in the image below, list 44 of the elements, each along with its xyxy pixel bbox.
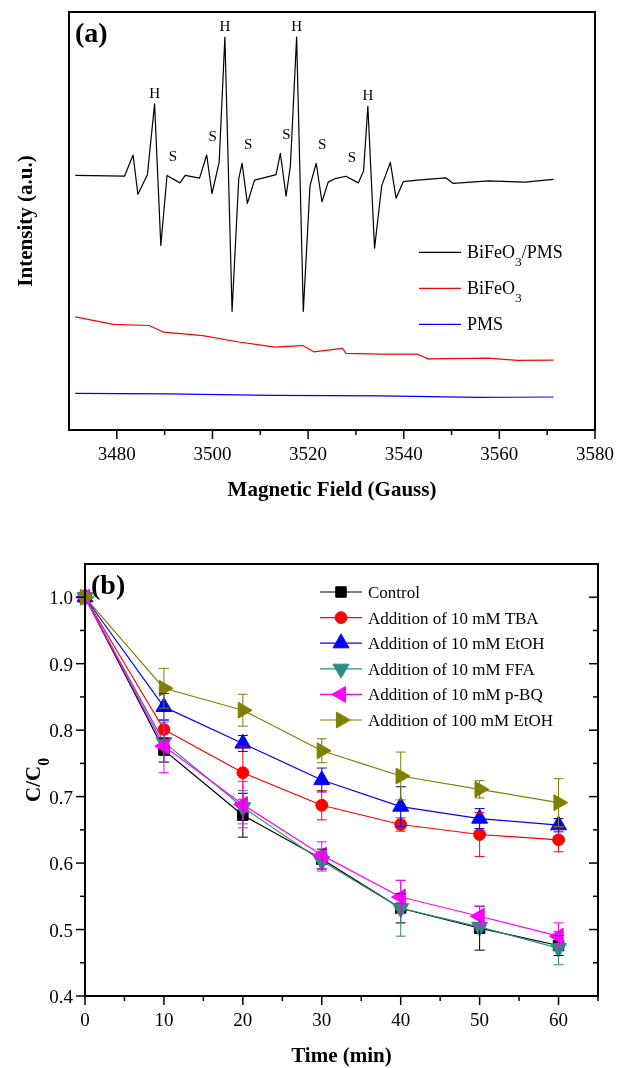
x-tick-label: 10	[154, 1009, 174, 1030]
annotation: S	[168, 148, 178, 165]
x-tick-label: 3500	[193, 443, 232, 464]
x-tick-label: 50	[470, 1009, 490, 1030]
legend-label: Addition of 10 mM EtOH	[368, 634, 545, 654]
legend-label: Addition of 10 mM TBA	[368, 608, 540, 628]
y-tick-label: 0.4	[49, 986, 74, 1007]
legend-label: Control	[368, 583, 421, 602]
annotation: H	[149, 84, 161, 101]
y-tick-label: 0.8	[49, 720, 73, 742]
annotation: S	[243, 136, 253, 153]
y-tick-label: 0.9	[49, 653, 73, 675]
legend-label: PMS	[467, 314, 504, 335]
annotation: H	[362, 87, 374, 104]
x-tick-label: 3540	[384, 443, 423, 464]
y-tick-label: 1.0	[49, 587, 73, 609]
x-tick-label: 3480	[97, 443, 136, 464]
legend-label: Addition of 10 mM p-BQ	[368, 685, 543, 705]
x-tick-label: 40	[391, 1009, 411, 1030]
x-axis-title: Time (min)	[291, 1043, 392, 1067]
x-tick-label: 0	[80, 1009, 90, 1030]
x-axis-title: Magnetic Field (Gauss)	[227, 477, 437, 501]
x-tick-label: 3520	[289, 443, 328, 464]
annotation: (a)	[75, 17, 108, 48]
annotation: H	[219, 18, 231, 35]
x-tick-label: 3580	[576, 443, 614, 464]
annotation: H	[291, 18, 303, 35]
annotation: S	[347, 149, 357, 166]
annotation: (b)	[91, 569, 126, 600]
legend-label: BiFeO$_{3}$	[467, 278, 523, 305]
legend-label: Addition of 10 mM FFA	[368, 659, 536, 679]
legend-label: BiFeO$_{3}$/PMS	[467, 242, 563, 269]
x-tick-label: 30	[312, 1009, 332, 1030]
y-axis-title: Intensity (a.u.)	[13, 155, 37, 287]
x-tick-label: 3560	[480, 443, 519, 464]
x-tick-label: 20	[233, 1009, 253, 1030]
annotation: S	[282, 126, 291, 143]
y-tick-label: 0.6	[49, 853, 73, 875]
y-tick-label: 0.5	[49, 919, 73, 941]
x-tick-label: 60	[549, 1009, 569, 1030]
annotation: S	[318, 136, 327, 153]
y-tick-label: 0.7	[49, 786, 73, 808]
annotation: S	[208, 128, 217, 144]
legend-label: Addition of 100 mM EtOH	[368, 711, 554, 730]
